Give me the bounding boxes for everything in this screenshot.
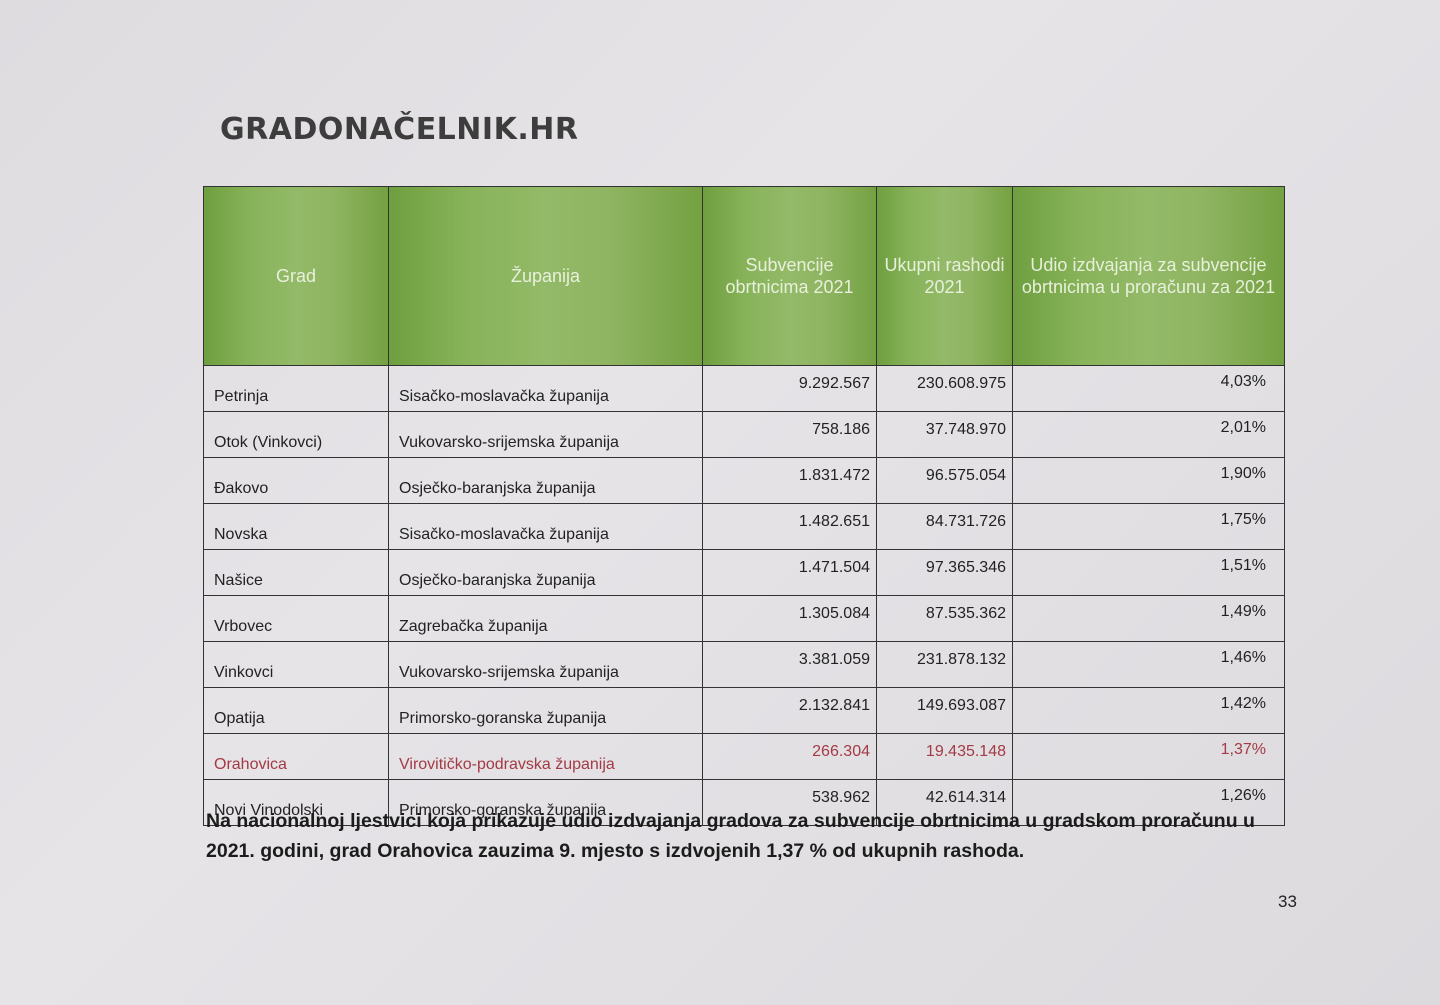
cell-zupanija: Primorsko-goranska županija xyxy=(388,687,703,734)
table-row: Petrinja Sisačko-moslavačka županija 9.292… xyxy=(203,365,1285,412)
table-row: Đakovo Osječko-baranjska županija 1.831.47… xyxy=(203,457,1285,504)
cell-grad: Vrbovec xyxy=(203,595,389,642)
cell-udio: 1,46% xyxy=(1012,641,1285,688)
cell-rashodi: 96.575.054 xyxy=(876,457,1013,504)
table-header-row: Grad Županija Subvencije obrtnicima 2021… xyxy=(203,186,1285,366)
cell-subvencije: 1.482.651 xyxy=(702,503,877,550)
cell-udio: 1,75% xyxy=(1012,503,1285,550)
cell-grad: Našice xyxy=(203,549,389,596)
cell-zupanija: Primorsko-goranska županija xyxy=(388,779,703,826)
header-udio: Udio izdvajanja za subvencije obrtnicima… xyxy=(1012,186,1285,366)
ranking-table: Grad Županija Subvencije obrtnicima 2021… xyxy=(203,186,1285,826)
cell-subvencije: 1.471.504 xyxy=(702,549,877,596)
cell-zupanija: Vukovarsko-srijemska županija xyxy=(388,641,703,688)
cell-udio: 1,42% xyxy=(1012,687,1285,734)
cell-udio: 1,51% xyxy=(1012,549,1285,596)
header-subvencije: Subvencije obrtnicima 2021 xyxy=(702,186,877,366)
cell-zupanija: Sisačko-moslavačka županija xyxy=(388,365,703,412)
header-grad: Grad xyxy=(203,186,389,366)
table-row: Našice Osječko-baranjska županija 1.471.50… xyxy=(203,549,1285,596)
cell-grad: Otok (Vinkovci) xyxy=(203,411,389,458)
cell-rashodi: 42.614.314 xyxy=(876,779,1013,826)
cell-grad: Đakovo xyxy=(203,457,389,504)
header-zupanija: Županija xyxy=(388,186,703,366)
table-row: Otok (Vinkovci) Vukovarsko-srijemska župa… xyxy=(203,411,1285,458)
cell-subvencije: 1.831.472 xyxy=(702,457,877,504)
cell-rashodi: 231.878.132 xyxy=(876,641,1013,688)
table-row: Orahovica Virovitičko-podravska županija 2… xyxy=(203,733,1285,780)
page-number: 33 xyxy=(1278,892,1297,911)
table-row: Novi Vinodolski Primorsko-goranska župani… xyxy=(203,779,1285,826)
cell-subvencije: 266.304 xyxy=(702,733,877,780)
table-row: Vinkovci Vukovarsko-srijemska županija 3.3… xyxy=(203,641,1285,688)
cell-rashodi: 84.731.726 xyxy=(876,503,1013,550)
cell-udio: 4,03% xyxy=(1012,365,1285,412)
ranking-table-container: Grad Županija Subvencije obrtnicima 2021… xyxy=(203,186,1285,826)
table-row: Vrbovec Zagrebačka županija 1.305.084 87.53… xyxy=(203,595,1285,642)
cell-rashodi: 149.693.087 xyxy=(876,687,1013,734)
cell-udio: 1,37% xyxy=(1012,733,1285,780)
cell-udio: 1,49% xyxy=(1012,595,1285,642)
cell-grad: Novi Vinodolski xyxy=(203,779,389,826)
cell-zupanija: Osječko-baranjska županija xyxy=(388,549,703,596)
cell-subvencije: 2.132.841 xyxy=(702,687,877,734)
cell-subvencije: 3.381.059 xyxy=(702,641,877,688)
cell-subvencije: 758.186 xyxy=(702,411,877,458)
cell-subvencije: 9.292.567 xyxy=(702,365,877,412)
cell-udio: 2,01% xyxy=(1012,411,1285,458)
table-row: Novska Sisačko-moslavačka županija 1.482.6… xyxy=(203,503,1285,550)
cell-rashodi: 230.608.975 xyxy=(876,365,1013,412)
cell-grad: Opatija xyxy=(203,687,389,734)
cell-rashodi: 19.435.148 xyxy=(876,733,1013,780)
cell-rashodi: 87.535.362 xyxy=(876,595,1013,642)
cell-rashodi: 37.748.970 xyxy=(876,411,1013,458)
cell-zupanija: Osječko-baranjska županija xyxy=(388,457,703,504)
cell-grad: Vinkovci xyxy=(203,641,389,688)
cell-grad: Novska xyxy=(203,503,389,550)
cell-subvencije: 1.305.084 xyxy=(702,595,877,642)
cell-grad: Petrinja xyxy=(203,365,389,412)
cell-rashodi: 97.365.346 xyxy=(876,549,1013,596)
cell-zupanija: Sisačko-moslavačka županija xyxy=(388,503,703,550)
cell-udio: 1,26% xyxy=(1012,779,1285,826)
cell-zupanija: Zagrebačka županija xyxy=(388,595,703,642)
cell-udio: 1,90% xyxy=(1012,457,1285,504)
cell-zupanija: Vukovarsko-srijemska županija xyxy=(388,411,703,458)
cell-grad: Orahovica xyxy=(203,733,389,780)
cell-zupanija: Virovitičko-podravska županija xyxy=(388,733,703,780)
table-row: Opatija Primorsko-goranska županija 2.132.… xyxy=(203,687,1285,734)
summary-paragraph: Na nacionalnoj ljestvici koja prikazuje … xyxy=(206,810,1255,862)
logo: GRADONAČELNIK.HR xyxy=(220,112,579,147)
header-rashodi: Ukupni rashodi 2021 xyxy=(876,186,1013,366)
